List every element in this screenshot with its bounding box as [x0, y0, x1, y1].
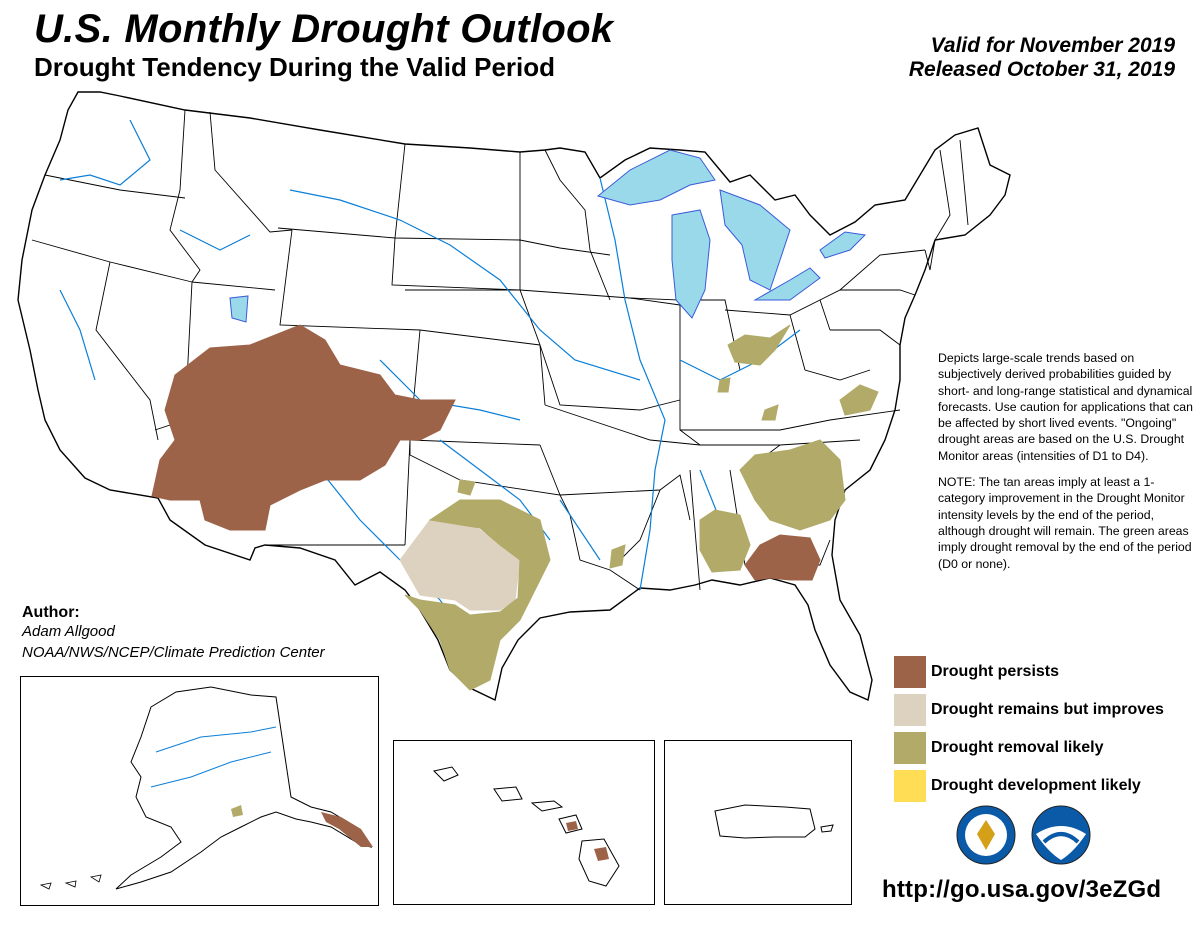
legend-item-persists: Drought persists	[894, 656, 1199, 688]
alaska-inset	[20, 676, 379, 906]
legend-swatch-removal	[894, 732, 926, 764]
alaska-small-removal	[231, 805, 243, 817]
map-subtitle: Drought Tendency During the Valid Period	[34, 52, 556, 82]
valid-period: Valid for November 2019	[930, 34, 1175, 57]
state-borders	[31, 109, 969, 591]
description-text: Depicts large-scale trends based on subj…	[938, 350, 1196, 582]
legend-swatch-improves	[894, 694, 926, 726]
legend-label-persists: Drought persists	[931, 663, 1060, 680]
legend-item-removal: Drought removal likely	[894, 732, 1199, 764]
hawaii-big-island-persists	[594, 847, 609, 861]
legend-label-improves: Drought remains but improves	[931, 701, 1164, 718]
puerto-rico-map	[714, 804, 834, 839]
hawaii-map	[433, 766, 620, 887]
hawaii-maui-persists	[566, 821, 578, 831]
great-lakes	[229, 149, 867, 323]
legend-item-development: Drought development likely	[894, 770, 1199, 802]
description-paragraph-2: NOTE: The tan areas imply at least a 1-c…	[938, 475, 1192, 571]
release-date: Released October 31, 2019	[908, 58, 1175, 81]
map-title: U.S. Monthly Drought Outlook	[34, 7, 614, 51]
puerto-rico-inset	[664, 740, 852, 905]
legend-item-improves: Drought remains but improves	[894, 694, 1199, 726]
vieques-outline	[820, 824, 834, 833]
hawaii-inset	[393, 740, 655, 905]
nws-logo-icon	[956, 805, 1016, 865]
alaska-panhandle-persists	[321, 812, 373, 847]
hawaii-islands	[433, 766, 620, 887]
drought-persists-areas	[151, 324, 821, 581]
legend-swatch-development	[894, 770, 926, 802]
description-paragraph-1: Depicts large-scale trends based on subj…	[938, 351, 1193, 463]
alaska-outline	[115, 686, 373, 890]
legend-label-removal: Drought removal likely	[931, 739, 1104, 756]
author-name: Adam Allgood	[22, 623, 115, 640]
alaska-map	[39, 686, 373, 890]
puerto-rico-outline	[714, 804, 816, 839]
more-info-url[interactable]: http://go.usa.gov/3eZGd	[882, 876, 1162, 903]
author-organization: NOAA/NWS/NCEP/Climate Prediction Center	[22, 644, 325, 661]
alaska-rivers	[150, 726, 277, 788]
drought-removal-areas	[404, 324, 879, 691]
legend-swatch-persists	[894, 656, 926, 688]
author-label: Author:	[22, 604, 80, 621]
legend-label-development: Drought development likely	[931, 777, 1141, 794]
aleutian-islands	[39, 874, 102, 890]
noaa-logo-icon	[1031, 805, 1091, 865]
